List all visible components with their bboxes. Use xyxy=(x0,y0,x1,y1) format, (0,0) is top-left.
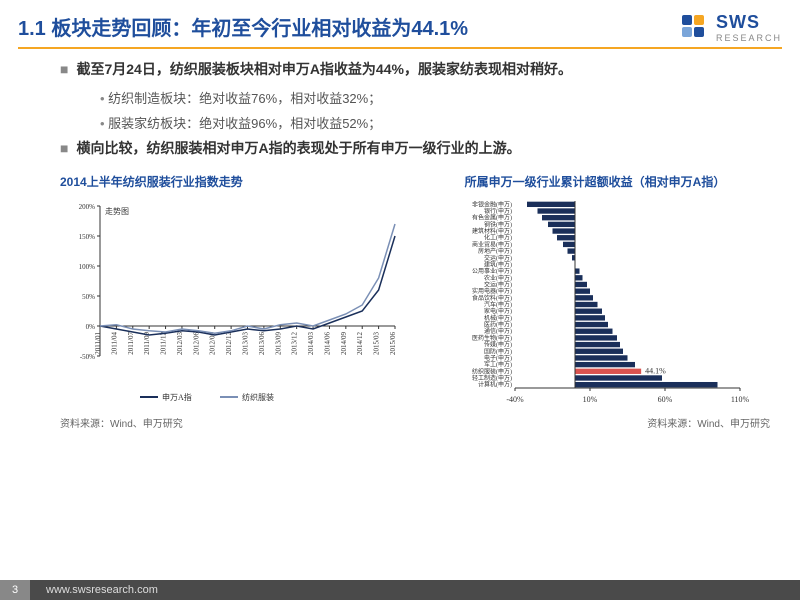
bullet-main-1: ■ 截至7月24日，纺织服装板块相对申万A指收益为44%，服装家纺表现相对稍好。 xyxy=(60,59,750,80)
svg-text:纺织服装: 纺织服装 xyxy=(242,392,274,402)
svg-text:2012/03: 2012/03 xyxy=(176,332,184,355)
svg-text:走势图: 走势图 xyxy=(105,206,129,216)
svg-text:汽车(申万): 汽车(申万) xyxy=(484,301,512,309)
svg-text:44.1%: 44.1% xyxy=(645,366,666,375)
svg-text:化工(申万): 化工(申万) xyxy=(484,234,512,242)
line-chart: -50% 0% 50% 100% 150% 200% 2011/01 2011/04 2011/… xyxy=(60,196,410,411)
svg-text:医药生物(申万): 医药生物(申万) xyxy=(472,334,512,342)
svg-text:2013/09: 2013/09 xyxy=(274,332,282,355)
square-bullet-icon: ■ xyxy=(60,59,68,80)
svg-text:100%: 100% xyxy=(79,263,96,271)
svg-text:-50%: -50% xyxy=(80,353,95,361)
svg-text:2012/12: 2012/12 xyxy=(225,332,233,355)
svg-text:2013/03: 2013/03 xyxy=(242,332,250,355)
svg-text:50%: 50% xyxy=(82,293,95,301)
bullet-sub-1: 纺织制造板块：绝对收益76%，相对收益32%； xyxy=(100,88,750,107)
svg-text:2014/12: 2014/12 xyxy=(356,332,364,355)
svg-text:2014/09: 2014/09 xyxy=(340,332,348,355)
svg-text:军工(申万): 军工(申万) xyxy=(484,361,512,369)
logo: SWS RESEARCH xyxy=(680,12,782,43)
svg-text:农业(申万): 农业(申万) xyxy=(484,274,512,282)
svg-text:家电(申万): 家电(申万) xyxy=(484,307,512,315)
svg-text:房地产(申万): 房地产(申万) xyxy=(478,247,512,255)
chart-left-title: 2014上半年纺织服装行业指数走势 xyxy=(60,173,410,190)
svg-text:110%: 110% xyxy=(731,395,750,404)
svg-text:150%: 150% xyxy=(79,233,96,241)
svg-text:银行(申万): 银行(申万) xyxy=(484,207,512,215)
chart-right-source: 资料来源：Wind、申万研究 xyxy=(420,415,770,430)
svg-text:钢铁(申万): 钢铁(申万) xyxy=(484,220,512,228)
svg-text:通信(申万): 通信(申万) xyxy=(484,327,512,335)
svg-text:200%: 200% xyxy=(79,203,96,211)
svg-text:商业贸易(申万): 商业贸易(申万) xyxy=(472,240,512,248)
page-number: 3 xyxy=(0,580,30,600)
bullet-sub-2: 服装家纺板块：绝对收益96%，相对收益52%； xyxy=(100,113,750,132)
svg-text:传媒(申万): 传媒(申万) xyxy=(484,341,512,349)
svg-text:实用电器(申万): 实用电器(申万) xyxy=(472,287,512,295)
svg-text:纺织服装(申万): 纺织服装(申万) xyxy=(472,367,512,375)
svg-text:2011/12: 2011/12 xyxy=(160,332,168,355)
svg-text:计算机(申万): 计算机(申万) xyxy=(478,381,512,389)
svg-text:国防(申万): 国防(申万) xyxy=(484,347,512,355)
svg-text:2011/07: 2011/07 xyxy=(127,332,135,355)
svg-text:申万A指: 申万A指 xyxy=(162,392,192,402)
logo-text: SWS xyxy=(716,12,782,33)
svg-text:建筑材料(申万): 建筑材料(申万) xyxy=(472,227,512,235)
svg-text:轻工制造(申万): 轻工制造(申万) xyxy=(472,374,512,382)
chart-left-source: 资料来源：Wind、申万研究 xyxy=(60,415,410,430)
logo-subtext: RESEARCH xyxy=(716,33,782,43)
svg-text:60%: 60% xyxy=(658,395,673,404)
svg-text:有色金属(申万): 有色金属(申万) xyxy=(472,214,512,222)
footer-url: www.swsresearch.com xyxy=(30,584,158,596)
svg-text:食品饮料(申万): 食品饮料(申万) xyxy=(472,294,512,302)
svg-text:2014/06: 2014/06 xyxy=(323,332,331,355)
bar-chart: 非银金融(申万)银行(申万)有色金属(申万)钢铁(申万)建筑材料(申万)化工(申… xyxy=(420,196,770,411)
svg-text:2013/12: 2013/12 xyxy=(291,332,299,355)
svg-text:交运(申万): 交运(申万) xyxy=(484,254,512,262)
svg-text:2015/03: 2015/03 xyxy=(373,332,381,355)
square-bullet-icon: ■ xyxy=(60,138,68,159)
svg-text:2011/01: 2011/01 xyxy=(94,332,102,355)
svg-text:-40%: -40% xyxy=(506,395,524,404)
svg-text:2011/04: 2011/04 xyxy=(110,332,118,355)
svg-text:医药(申万): 医药(申万) xyxy=(484,321,512,329)
svg-text:10%: 10% xyxy=(583,395,598,404)
svg-text:建筑(申万): 建筑(申万) xyxy=(484,260,512,268)
svg-text:0%: 0% xyxy=(86,323,96,331)
bullet-main-2: ■ 横向比较，纺织服装相对申万A指的表现处于所有申万一级行业的上游。 xyxy=(60,138,750,159)
svg-text:2013/06: 2013/06 xyxy=(258,332,266,355)
footer: 3 www.swsresearch.com xyxy=(0,580,800,600)
svg-text:2015/06: 2015/06 xyxy=(389,332,397,355)
svg-text:非银金融(申万): 非银金融(申万) xyxy=(472,200,512,208)
svg-text:公用事业(申万): 公用事业(申万) xyxy=(472,267,512,275)
svg-text:2014/03: 2014/03 xyxy=(307,332,315,355)
page-title: 1.1 板块走势回顾：年初至今行业相对收益为44.1% xyxy=(18,12,468,41)
chart-right-title: 所属申万一级行业累计超额收益（相对申万A指） xyxy=(420,173,770,190)
svg-text:电子(申万): 电子(申万) xyxy=(484,354,512,362)
svg-text:2012/06: 2012/06 xyxy=(192,332,200,355)
svg-text:交运(申万): 交运(申万) xyxy=(484,280,512,288)
svg-text:机械(申万): 机械(申万) xyxy=(484,314,512,322)
